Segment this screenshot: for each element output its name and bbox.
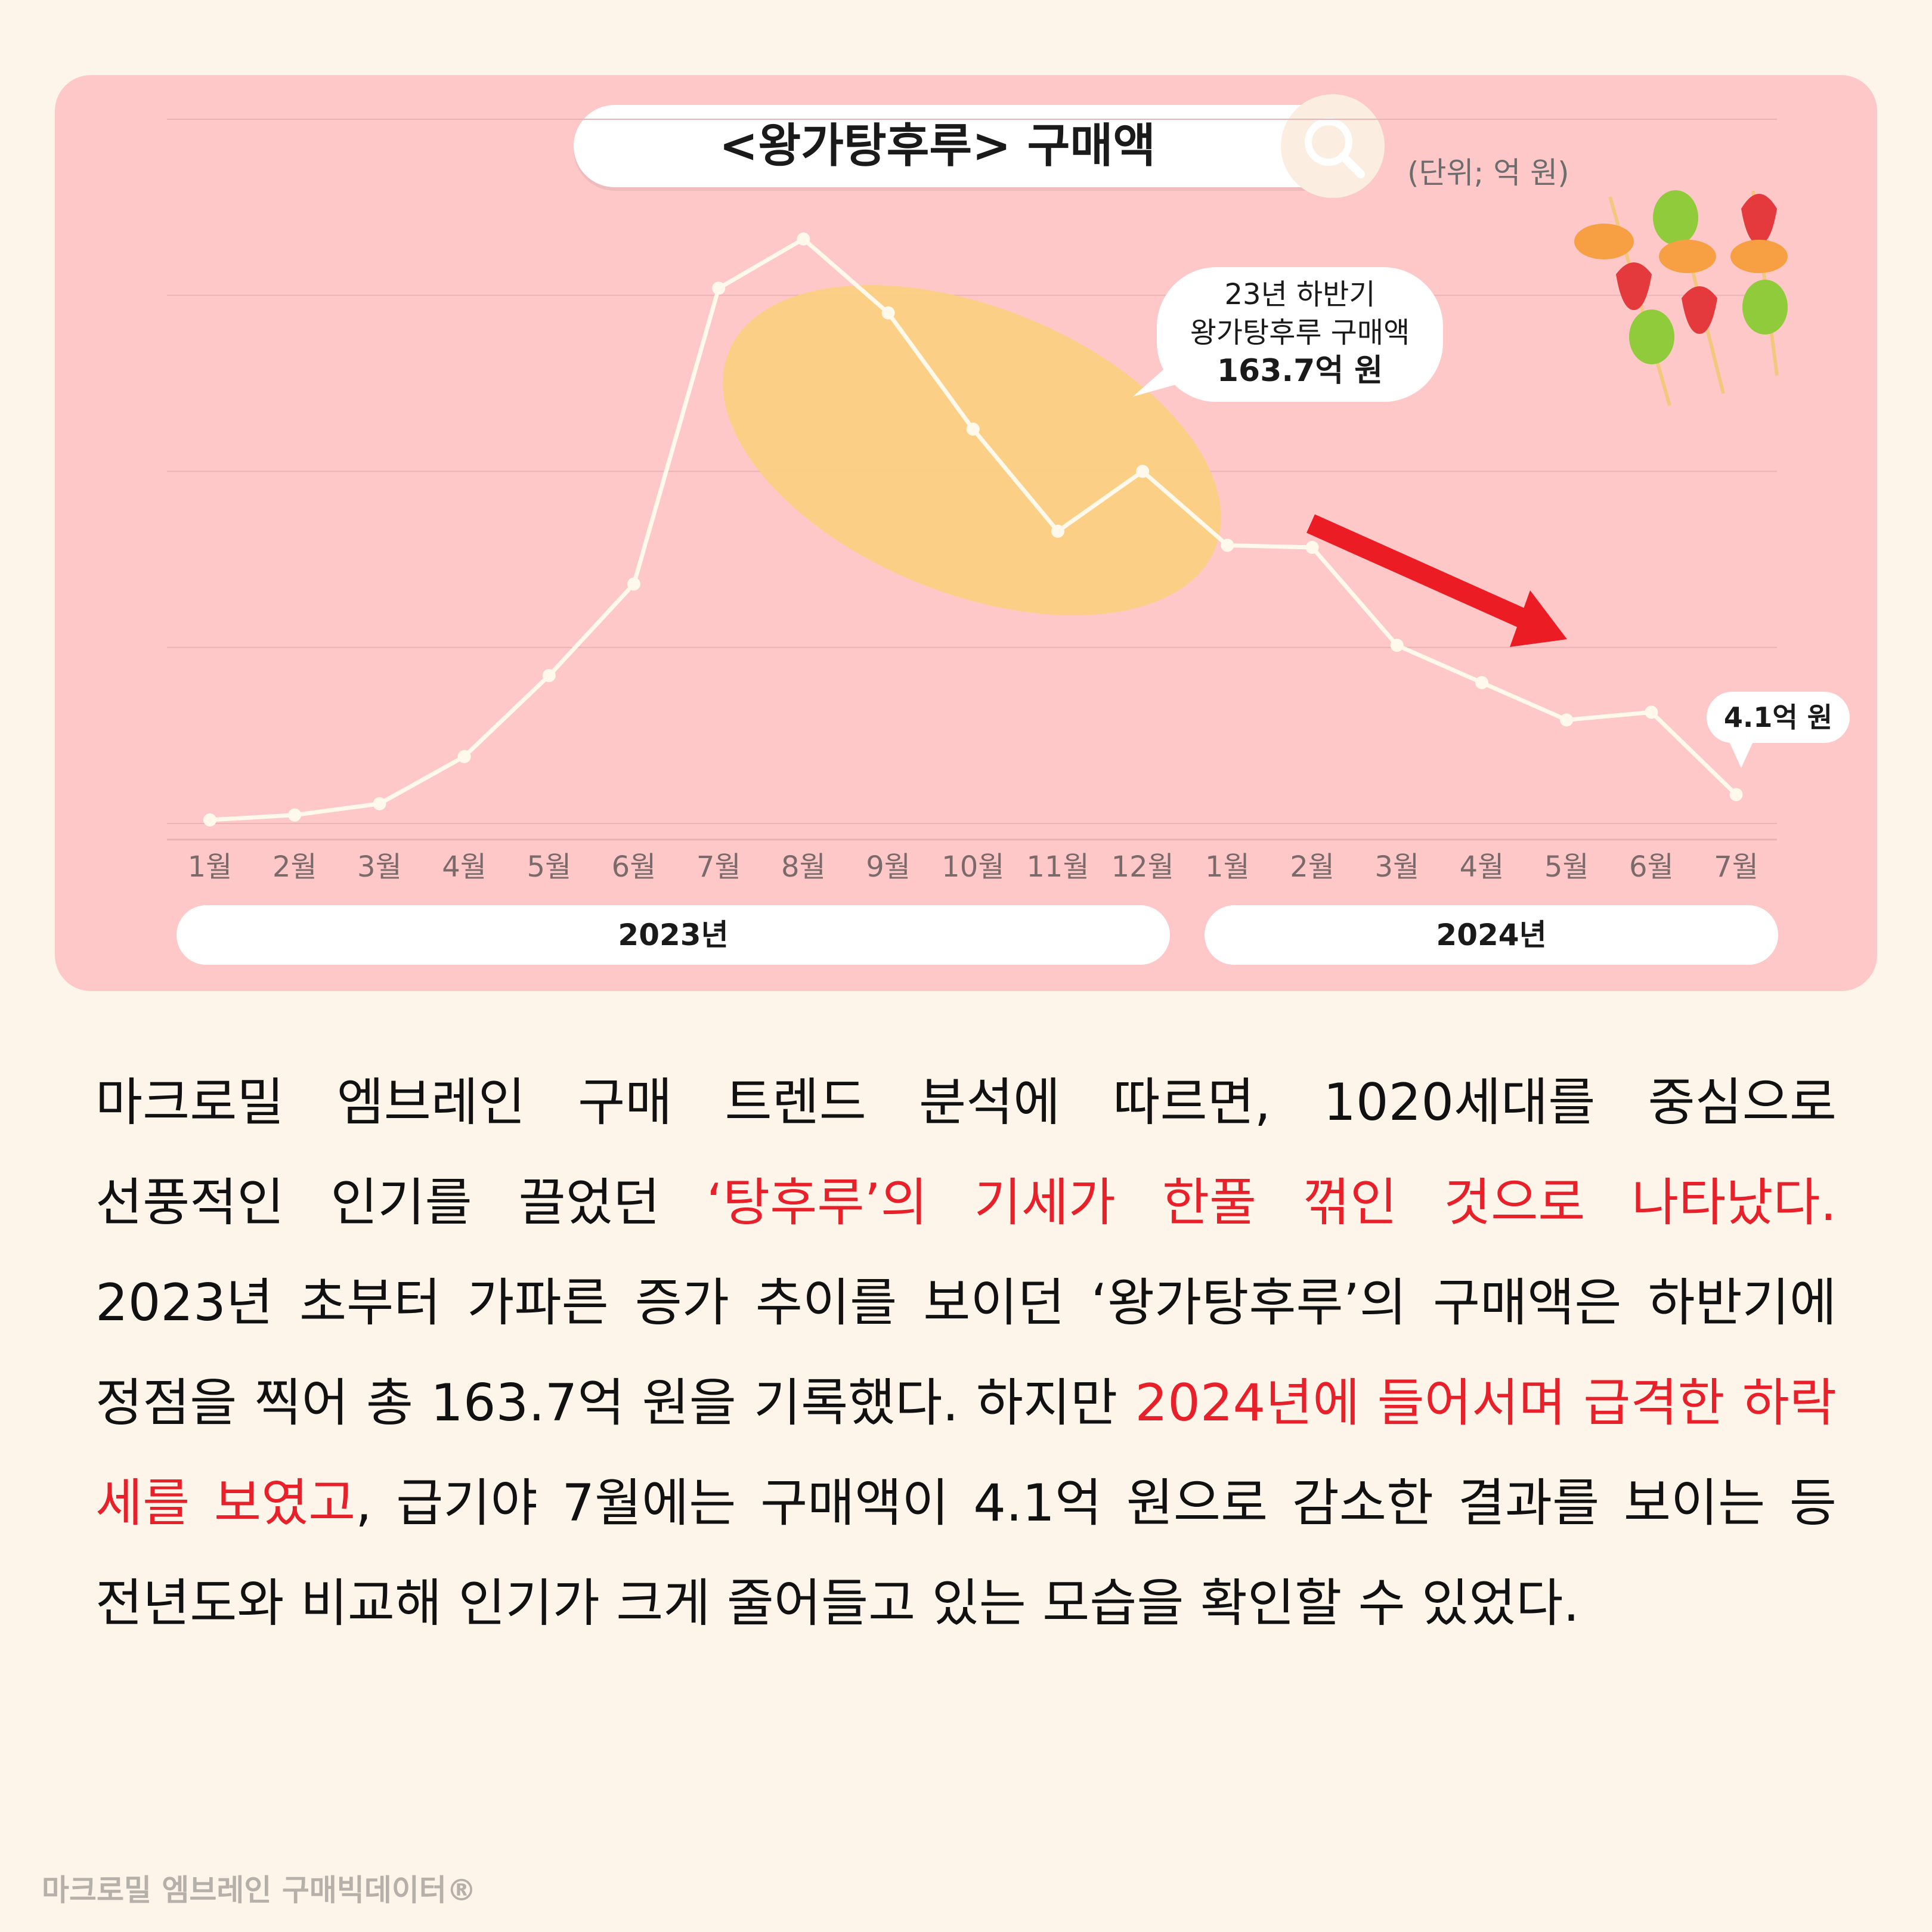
body-text-segment: 마크로밀 엠브레인 구매 트렌드 분석에 따르면, 1020세대를 중심으로 xyxy=(95,1073,1837,1132)
x-tick-label-10: 11월 xyxy=(1026,850,1089,884)
data-point-10 xyxy=(1051,524,1064,538)
x-tick-label-8: 9월 xyxy=(866,850,911,884)
callout-line2: 왕가탕후루 구매액 xyxy=(1190,316,1410,349)
x-tick-label-11: 12월 xyxy=(1111,850,1174,884)
x-tick-label-16: 5월 xyxy=(1544,850,1589,884)
year-2024-bar: 2024년 xyxy=(1205,905,1778,965)
data-point-16 xyxy=(1560,713,1574,727)
x-tick-label-12: 1월 xyxy=(1205,850,1250,884)
unit-label: (단위; 억 원) xyxy=(1407,156,1569,190)
end-value-label: 4.1억 원 xyxy=(1723,701,1833,733)
x-tick-label-9: 10월 xyxy=(942,850,1004,884)
callout-value: 163.7억 원 xyxy=(1216,353,1383,389)
body-line-3: 정점을 찍어 총 163.7억 원을 기록했다. 하지만 2024년에 들어서며… xyxy=(95,1353,1837,1453)
x-tick-label-7: 8월 xyxy=(781,850,826,884)
search-button xyxy=(1281,94,1385,198)
data-point-1 xyxy=(288,808,302,822)
x-tick-label-17: 6월 xyxy=(1629,850,1674,884)
data-point-8 xyxy=(881,306,895,320)
line-chart: 1월 2월 3월 4월 5월 6월 7월 8월 9월 10월 11월 12월 1월 2월 3월 4월 5월 6월 7… xyxy=(167,119,1850,884)
gridlines xyxy=(167,119,1777,824)
data-point-7 xyxy=(797,232,810,246)
x-tick-label-15: 4월 xyxy=(1460,850,1504,884)
x-tick-label-4: 5월 xyxy=(527,850,571,884)
body-line-5: 전년도와 비교해 인기가 크게 줄어들고 있는 모습을 확인할 수 있었다. xyxy=(95,1553,1837,1654)
x-tick-labels: 1월 2월 3월 4월 5월 6월 7월 8월 9월 10월 11월 12월 1월 2월 3월 4월 5월 6월 7… xyxy=(188,850,1758,884)
body-text-segment: 전년도와 비교해 인기가 크게 줄어들고 있는 모습을 확인할 수 있었다. xyxy=(95,1574,1580,1633)
chart-title: <왕가탕후루> 구매액 xyxy=(719,119,1156,173)
data-point-18 xyxy=(1729,788,1743,801)
peak-callout-text: 23년 하반기 왕가탕후루 구매액 163.7억 원 xyxy=(1157,275,1443,391)
highlight-text: ‘탕후루’의 기세가 한풀 꺾인 것으로 나타났다. xyxy=(706,1173,1837,1233)
year-2023-bar: 2023년 xyxy=(177,905,1170,965)
data-point-14 xyxy=(1390,639,1404,652)
source-footer: 마크로밀 엠브레인 구매빅데이터® xyxy=(42,1873,476,1908)
x-tick-label-0: 1월 xyxy=(188,850,233,884)
data-point-17 xyxy=(1645,705,1658,719)
data-point-2 xyxy=(373,797,386,810)
x-tick-label-1: 2월 xyxy=(273,850,317,884)
data-point-0 xyxy=(203,813,216,827)
data-point-5 xyxy=(627,577,640,591)
x-tick-label-14: 3월 xyxy=(1374,850,1419,884)
data-point-13 xyxy=(1305,541,1319,555)
data-point-6 xyxy=(712,281,726,295)
x-tick-label-2: 3월 xyxy=(357,850,402,884)
data-point-4 xyxy=(542,668,556,682)
body-text-segment: 2023년 초부터 가파른 증가 추이를 보이던 ‘왕가탕후루’의 구매액은 하… xyxy=(95,1273,1837,1333)
body-text-segment: 정점을 찍어 총 163.7억 원을 기록했다. 하지만 xyxy=(95,1373,1135,1433)
body-text-segment: 선풍적인 인기를 끌었던 xyxy=(95,1173,707,1233)
x-tick-label-5: 6월 xyxy=(612,850,657,884)
callout-line1: 23년 하반기 xyxy=(1224,278,1376,311)
highlight-ellipse xyxy=(723,285,1221,615)
highlight-text: 2024년에 들어서며 급격한 하락 xyxy=(1135,1373,1837,1433)
body-line-2: 2023년 초부터 가파른 증가 추이를 보이던 ‘왕가탕후루’의 구매액은 하… xyxy=(95,1253,1837,1353)
search-icon xyxy=(1305,118,1365,178)
tanghulu-icon xyxy=(1574,190,1788,406)
data-points xyxy=(203,232,1743,827)
data-point-12 xyxy=(1221,538,1234,552)
peak-callout xyxy=(1133,267,1443,402)
x-tick-label-3: 4월 xyxy=(442,850,487,884)
trend-arrow-icon xyxy=(1306,514,1567,647)
data-point-11 xyxy=(1136,465,1150,478)
x-tick-label-6: 7월 xyxy=(696,850,741,884)
body-line-0: 마크로밀 엠브레인 구매 트렌드 분석에 따르면, 1020세대를 중심으로 xyxy=(95,1052,1837,1153)
data-point-15 xyxy=(1475,676,1488,689)
highlight-text: 세를 보였고 xyxy=(95,1473,356,1533)
x-tick-label-13: 2월 xyxy=(1290,850,1335,884)
body-text-segment: , 급기야 7월에는 구매액이 4.1억 원으로 감소한 결과를 보이는 등 xyxy=(355,1473,1837,1533)
end-callout xyxy=(1707,692,1850,768)
body-line-1: 선풍적인 인기를 끌었던 ‘탕후루’의 기세가 한풀 꺾인 것으로 나타났다. xyxy=(95,1153,1837,1253)
x-tick-label-18: 7월 xyxy=(1714,850,1758,884)
data-point-9 xyxy=(966,422,980,436)
data-point-3 xyxy=(457,750,471,763)
body-line-4: 세를 보였고, 급기야 7월에는 구매액이 4.1억 원으로 감소한 결과를 보… xyxy=(95,1453,1837,1553)
